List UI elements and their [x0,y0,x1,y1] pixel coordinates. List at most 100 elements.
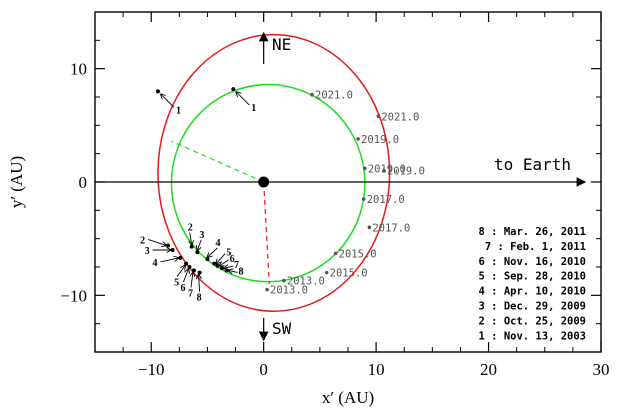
y-tick-label: −10 [60,286,87,305]
outer-label-6: 6 [180,283,185,294]
outer-arrow-4 [160,258,178,263]
outer-point-2 [166,243,171,248]
outer-arrow-5 [176,266,185,277]
outer-arrow-2 [147,239,166,245]
outer-year-label: 2017.0 [372,222,410,234]
outer-label-3: 3 [145,246,150,257]
inner-year-label: 2019.0 [361,134,399,146]
legend-entry: 3 : Dec. 29, 2009 [479,301,586,313]
inner-label-7: 7 [234,260,239,271]
inner-label-5: 5 [226,248,231,259]
legend-entry: 1 : Nov. 13, 2003 [479,330,586,342]
inner-year-label: 2013.0 [287,276,325,288]
legend-entry: 4 : Apr. 10, 2010 [479,286,586,298]
inner-arrow-2 [190,232,192,245]
inner-year-point [282,278,286,283]
inner-label-8: 8 [239,266,244,277]
x-tick-label: 30 [593,360,610,379]
inner-arrow-4 [207,247,218,257]
inner-arrow-8 [229,270,238,272]
inner-point-3 [195,250,200,255]
outer-year-point [324,270,329,275]
central-body [258,176,270,188]
outer-arrow-6 [183,269,188,283]
axis-ticks: −10 0 10 20 30 −10 0 10 [60,11,610,379]
inner-point-8 [224,268,229,273]
inner-year-point [333,251,338,256]
inner-year-point [361,197,366,201]
inner-label-4: 4 [215,238,220,249]
outer-year-label: 2021.0 [381,111,419,123]
outer-arrow-1 [161,94,175,108]
legend-entry: 8 : Mar. 26, 2011 [479,226,586,238]
inner-year-label: 2017.0 [367,194,405,206]
outer-year-point [382,168,386,173]
inner-arrow-6 [220,259,229,266]
y-tick-label: 10 [70,60,87,79]
outer-point-8 [197,270,202,275]
outer-label-1: 1 [176,105,181,116]
inner-point-4 [205,257,210,262]
inner-point-6 [215,263,220,268]
outer-point-4 [178,255,183,260]
legend-entry: 7 : Feb. 1, 2011 [485,241,586,253]
outer-year-point [376,114,381,119]
inner-year-point [363,166,367,171]
inner-label-6: 6 [230,254,235,265]
outer-arrow-7 [191,272,193,288]
inner-year-label: 2019.0 [368,163,406,175]
outer-label-7: 7 [188,288,193,299]
outer-label-5: 5 [174,278,179,289]
outer-point-1 [155,89,160,94]
outer-label-8: 8 [197,293,202,304]
outer-label-4: 4 [152,258,157,269]
legend-entry: 2 : Oct. 25, 2009 [479,315,586,327]
x-tick-label: 10 [368,360,385,379]
guide-lines [95,31,587,342]
outer-orbit [157,33,391,312]
outer-year-label: 2015.0 [330,268,368,280]
outer-year-point [367,225,372,230]
inner-orbit [170,83,366,283]
x-tick-label: 20 [480,360,497,379]
outer-year-point [265,287,269,292]
legend-entry: 5 : Sep. 28, 2010 [479,271,586,283]
inner-label-3: 3 [199,230,204,241]
outer-point-3 [170,248,175,252]
inner-point-1 [231,87,236,92]
inner-label-1: 1 [251,103,256,114]
y-tick-label: 0 [79,173,88,192]
orbit-curves [157,33,391,312]
y-axis-title: y′ (AU) [7,156,26,208]
date-legend: 8 : Mar. 26, 2011 7 : Feb. 1, 2011 6 : Nov… [479,226,586,342]
outer-year-label: 2013.0 [270,285,308,297]
inner-arrow-1 [236,92,250,106]
data-marks [155,87,386,292]
inner-arrow-3 [197,239,202,251]
x-axis-title: x′ (AU) [322,388,374,407]
x-tick-label: −10 [138,360,165,379]
inner-label-2: 2 [188,223,193,234]
inner-year-label: 2015.0 [339,248,377,260]
outer-point-7 [191,268,196,273]
outer-label-2: 2 [140,235,145,246]
inner-arrow-7 [224,266,234,268]
sw-label: SW [272,319,292,338]
inner-point-2 [189,244,194,249]
inner-year-point [310,92,314,97]
inner-point-7 [220,266,225,271]
inner-point-5 [212,261,217,266]
ne-label: NE [272,35,291,54]
earth-label: to Earth [494,155,571,174]
inner-year-label: 2021.0 [315,90,353,102]
outer-point-5 [184,261,189,266]
legend-entry: 6 : Nov. 16, 2010 [479,256,586,268]
inner-year-point [356,137,360,141]
inner-arrow-5 [216,253,226,264]
outer-point-6 [187,265,192,269]
x-tick-label: 0 [259,360,268,379]
outer-year-label: 2019.0 [387,166,425,178]
outer-arrow-8 [199,275,200,292]
